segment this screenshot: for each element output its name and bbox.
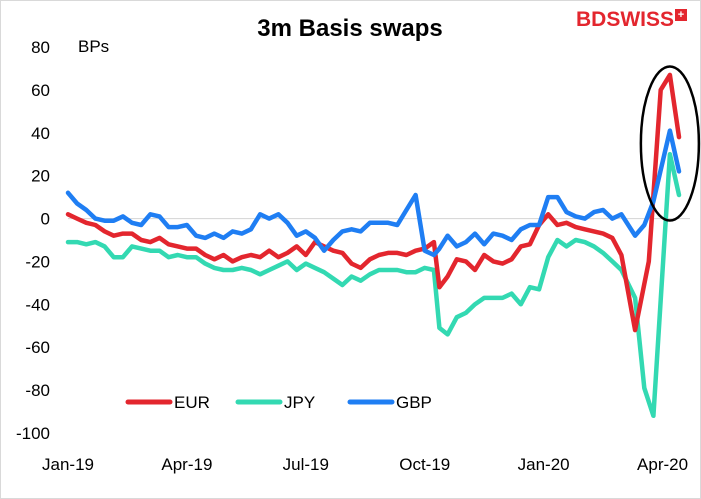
y-tick-label: -60 xyxy=(25,338,50,357)
y-tick-label: -80 xyxy=(25,381,50,400)
y-tick-label: 0 xyxy=(41,210,50,229)
highlight-ellipse xyxy=(639,65,701,222)
y-tick-label: 40 xyxy=(31,124,50,143)
series-line-eur xyxy=(65,72,682,333)
y-axis-unit-label: BPs xyxy=(78,37,109,56)
logo-text-swiss: SWISS xyxy=(606,8,674,31)
chart-title: 3m Basis swaps xyxy=(257,15,442,42)
legend-label-gbp: GBP xyxy=(396,393,432,412)
logo-plus-icon: + xyxy=(675,9,687,21)
series-line-gbp xyxy=(65,128,682,258)
x-tick-label: Jan-20 xyxy=(518,455,570,474)
y-tick-label: 60 xyxy=(31,81,50,100)
y-tick-label: -40 xyxy=(25,295,50,314)
series-lines xyxy=(65,72,682,419)
legend-label-eur: EUR xyxy=(174,393,210,412)
x-tick-label: Apr-19 xyxy=(161,455,212,474)
x-tick-label: Oct-19 xyxy=(399,455,450,474)
y-tick-label: 20 xyxy=(31,167,50,186)
bdswiss-logo: BDSWISS + xyxy=(576,8,687,32)
y-tick-label: -100 xyxy=(16,424,50,443)
logo-text-bd: BD xyxy=(575,8,607,31)
legend-label-jpy: JPY xyxy=(284,393,315,412)
y-tick-label: 80 xyxy=(31,38,50,57)
x-tick-label: Apr-20 xyxy=(637,455,688,474)
y-tick-label: -20 xyxy=(25,252,50,271)
x-tick-label: Jul-19 xyxy=(283,455,329,474)
x-tick-label: Jan-19 xyxy=(42,455,94,474)
legend: EUR JPY GBP xyxy=(125,393,432,412)
x-axis-ticks: Jan-19 Apr-19 Jul-19 Oct-19 Jan-20 Apr-20 xyxy=(42,455,688,474)
y-axis-ticks: 80 60 40 20 0 -20 -40 -60 -80 -100 xyxy=(16,38,50,443)
series-line-jpy xyxy=(65,151,682,419)
